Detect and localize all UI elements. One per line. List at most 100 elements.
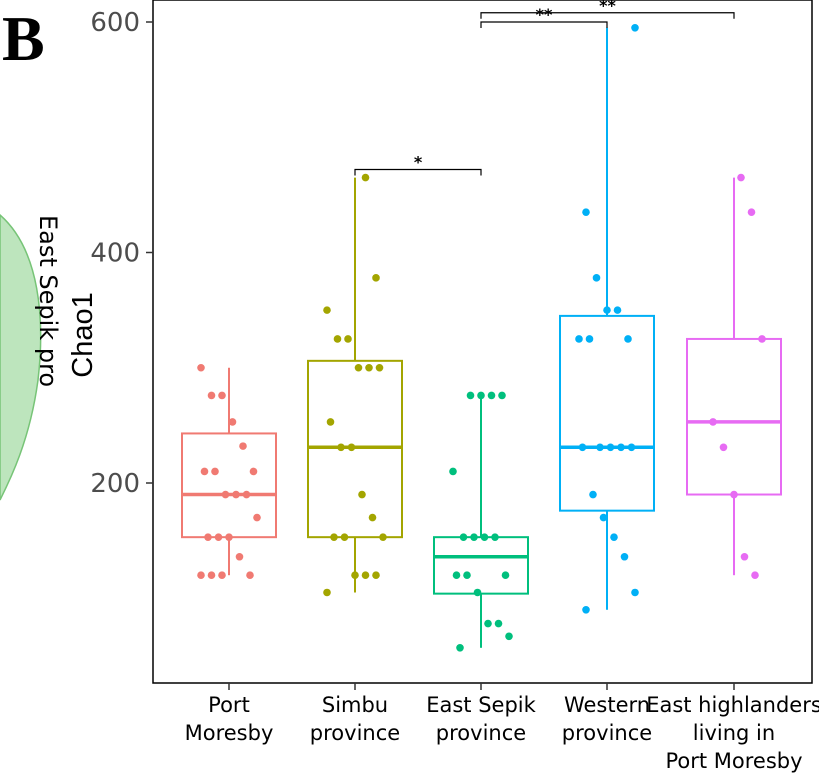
x-tick-label: East highlanders <box>646 693 819 717</box>
data-point <box>326 418 335 426</box>
significance-label: * <box>414 153 423 172</box>
data-point <box>589 490 597 499</box>
data-point <box>747 208 756 216</box>
data-point <box>585 335 594 343</box>
data-point <box>484 619 492 628</box>
data-point <box>365 363 373 372</box>
data-point <box>375 363 384 372</box>
data-point <box>246 571 254 579</box>
data-point <box>323 306 331 314</box>
data-point <box>578 443 587 452</box>
data-point <box>498 391 506 400</box>
data-point <box>218 571 226 579</box>
x-tick-label: province <box>562 721 652 745</box>
y-axis: 200 400 600 <box>90 8 153 499</box>
data-point <box>473 588 482 597</box>
data-point <box>449 467 457 476</box>
data-point <box>606 443 615 452</box>
data-point <box>452 571 461 579</box>
data-point <box>361 571 370 579</box>
data-point <box>505 632 513 641</box>
data-point <box>610 533 618 541</box>
box <box>559 314 655 512</box>
data-point <box>204 533 212 541</box>
data-point <box>599 513 608 522</box>
x-tick-label: Western <box>564 693 650 717</box>
y-tick-label: 400 <box>90 239 140 269</box>
data-point <box>228 418 237 426</box>
significance-brackets: *** ** <box>354 0 735 176</box>
x-tick-label: Port Moresby <box>665 749 802 773</box>
data-point <box>235 552 244 561</box>
box-series <box>181 27 782 648</box>
data-point <box>596 443 604 452</box>
data-point <box>207 391 216 400</box>
data-point <box>225 533 233 541</box>
data-point <box>372 571 380 579</box>
data-point <box>501 571 510 579</box>
data-point <box>470 533 478 541</box>
data-point <box>249 467 258 476</box>
box <box>181 432 277 539</box>
x-tick-label: Moresby <box>185 721 274 745</box>
panel-letter: B <box>2 3 45 74</box>
x-axis: Port Moresby Simbu province East Sepik provin… <box>185 683 819 773</box>
data-point <box>480 533 489 541</box>
x-tick-label: province <box>310 721 400 745</box>
data-point <box>207 571 216 579</box>
data-point <box>232 490 240 499</box>
data-point <box>221 490 230 499</box>
data-point <box>368 513 377 522</box>
data-point <box>466 391 475 400</box>
data-point <box>361 173 370 182</box>
data-point <box>737 173 745 182</box>
data-point <box>379 533 387 541</box>
x-tick-label: province <box>436 721 526 745</box>
data-point <box>211 467 219 476</box>
data-point <box>758 335 766 343</box>
x-tick-label: East Sepik <box>426 693 536 717</box>
box <box>433 536 529 595</box>
data-points <box>197 23 766 652</box>
data-point <box>575 335 583 343</box>
significance-label: ** <box>536 5 553 24</box>
data-point <box>491 533 499 541</box>
significance-bracket <box>354 168 482 176</box>
box <box>686 337 782 496</box>
x-tick-label: Port <box>208 693 250 717</box>
x-tick-label: living in <box>693 721 775 745</box>
significance-bracket <box>480 21 608 28</box>
data-point <box>627 443 636 452</box>
data-point <box>354 363 363 372</box>
data-point <box>344 335 352 343</box>
data-point <box>740 552 749 561</box>
data-point <box>631 588 639 597</box>
significance-label: ** <box>599 0 616 15</box>
data-point <box>719 443 728 452</box>
data-point <box>456 644 464 652</box>
data-point <box>253 513 261 522</box>
data-point <box>200 467 209 476</box>
x-tick-label: Simbu <box>322 693 388 717</box>
venn-ellipse-fragment <box>0 214 42 501</box>
data-point <box>197 571 205 579</box>
data-point <box>337 443 345 452</box>
data-point <box>463 571 471 579</box>
y-tick-label: 200 <box>90 469 140 499</box>
data-point <box>330 533 338 541</box>
data-point <box>214 533 223 541</box>
data-point <box>620 552 629 561</box>
data-point <box>218 391 226 400</box>
data-point <box>730 490 738 499</box>
data-point <box>459 533 468 541</box>
data-point <box>631 23 639 32</box>
y-axis-label: Chao1 <box>67 292 99 377</box>
plot-panel <box>152 0 813 684</box>
data-point <box>592 274 601 282</box>
venn-label: East Sepik pro <box>34 215 62 387</box>
data-point <box>197 363 205 372</box>
y-tick-label: 600 <box>90 8 140 38</box>
data-point <box>624 335 632 343</box>
data-point <box>347 443 356 452</box>
